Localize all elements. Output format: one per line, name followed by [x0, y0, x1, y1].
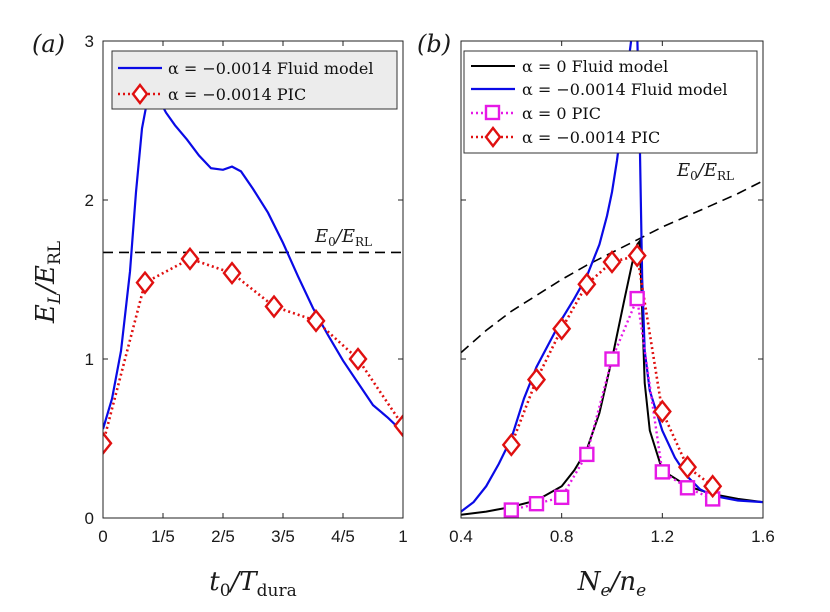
panel-a: 0 1/5 2/5 3/5 4/5 1 0 1 2 3 E0/ERL α = −0.0014 Fl…: [85, 32, 408, 546]
y-tick-label: 3: [85, 32, 94, 51]
panel-b: 0.4 0.8 1.2 1.6 E0/ERL α = 0 Fluid model α …: [449, 40, 775, 546]
pic-alpha-marker-b: [703, 474, 723, 499]
axes-frame-a: [102, 40, 404, 519]
pic-alpha-marker-b: [526, 367, 547, 392]
legend-a-item-1: α = −0.0014 Fluid model: [168, 59, 373, 78]
series-pic-alpha0-b: [511, 294, 714, 512]
series-fluid-a: [103, 92, 403, 433]
pic-alpha0-marker-b: [604, 351, 620, 367]
x-axis-label-a: t0/Tdura: [209, 567, 296, 601]
y-tick-label: 2: [85, 191, 94, 210]
x-tick-label: 4/5: [331, 527, 355, 546]
pic-alpha-marker-b: [677, 455, 698, 480]
x-tick-label: 0.4: [449, 527, 473, 546]
legend-b: α = 0 Fluid model α = −0.0014 Fluid mode…: [463, 50, 758, 154]
pic-alpha0-marker-b: [629, 290, 645, 307]
axes-frame-b: [460, 40, 764, 519]
legend-a: α = −0.0014 Fluid model α = −0.0014 PIC: [111, 50, 398, 110]
y-tick-label: 0: [85, 509, 94, 528]
legend-b-item-2: α = −0.0014 Fluid model: [522, 80, 727, 99]
pic-alpha0-marker-b: [553, 489, 570, 506]
x-axis-label-b: Ne/ne: [577, 567, 646, 601]
pic-alpha0-marker-b: [679, 480, 696, 496]
x-tick-label: 1.6: [751, 527, 775, 546]
pic-marker-a: [180, 246, 200, 271]
pic-alpha-marker-b: [501, 432, 521, 457]
panel-label-b: (b): [417, 30, 451, 58]
x-tick-label: 1: [398, 527, 407, 546]
pic-alpha-marker-b: [552, 316, 572, 341]
y-axis-label: EL/ERL: [31, 241, 65, 324]
annotation-e0-b: E0/ERL: [676, 160, 734, 183]
legend-square-icon: [484, 104, 501, 121]
panel-label-a: (a): [32, 30, 65, 58]
legend-b-item-3: α = 0 PIC: [522, 104, 601, 123]
series-fluid-alpha0-b: [461, 238, 763, 516]
pic-marker-a: [103, 431, 113, 456]
legend-a-item-2: α = −0.0014 PIC: [168, 85, 306, 104]
pic-alpha0-marker-b: [654, 464, 671, 480]
y-tick-label: 1: [85, 350, 94, 369]
pic-alpha-marker-b: [627, 243, 647, 268]
pic-alpha-marker-b: [602, 250, 622, 274]
legend-b-item-4: α = −0.0014 PIC: [522, 128, 660, 147]
pic-alpha0-marker-b: [579, 446, 595, 463]
pic-marker-a: [393, 413, 403, 438]
series-pic-a: [103, 257, 403, 444]
legend-diamond-icon: [131, 83, 149, 105]
pic-marker-a: [348, 347, 368, 371]
x-tick-label: 1.2: [651, 527, 675, 546]
x-tick-label: 2/5: [211, 527, 235, 546]
x-tick-label: 1/5: [151, 527, 175, 546]
annotation-e0-a: E0/ERL: [314, 226, 372, 249]
pic-marker-a: [135, 270, 155, 295]
pic-alpha0-marker-b: [503, 502, 520, 518]
legend-b-item-1: α = 0 Fluid model: [522, 57, 668, 76]
pic-marker-a: [264, 294, 284, 319]
legend-diamond-icon: [484, 126, 502, 148]
pic-marker-a: [306, 308, 326, 333]
pic-alpha-marker-b: [577, 272, 597, 297]
x-tick-label: 0.8: [550, 527, 574, 546]
series-pic-alpha-b: [510, 254, 714, 488]
x-tick-label: 3/5: [271, 527, 295, 546]
pic-marker-a: [222, 261, 242, 286]
x-tick-label: 0: [98, 527, 107, 546]
pic-alpha0-marker-b: [528, 495, 545, 512]
pic-alpha-marker-b: [652, 399, 672, 424]
